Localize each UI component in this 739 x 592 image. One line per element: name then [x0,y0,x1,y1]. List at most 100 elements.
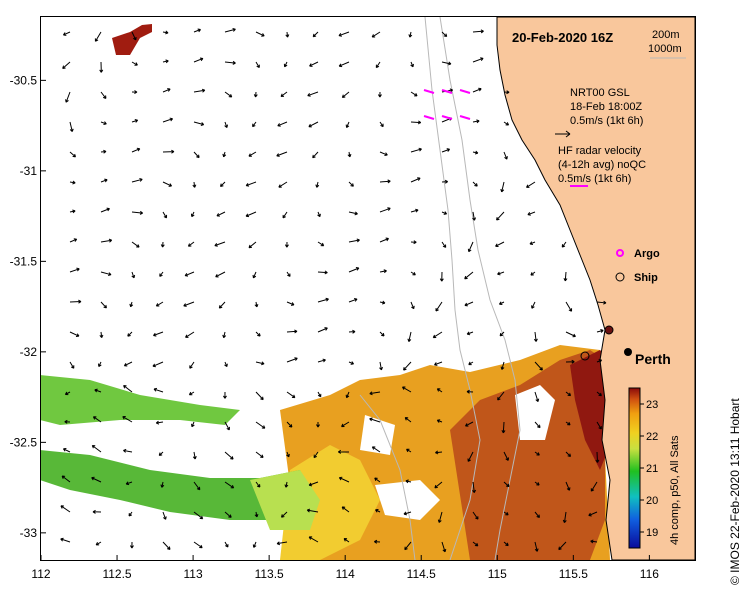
current-arrow [284,481,289,488]
current-arrow [286,271,291,277]
current-arrow [317,270,328,275]
current-arrow [277,121,288,127]
current-arrow [62,61,71,69]
current-arrow [214,241,226,247]
current-arrow [348,361,355,365]
current-arrow [286,391,296,399]
current-arrow [309,61,319,67]
current-arrow [155,420,164,425]
sst-layer [41,24,612,560]
current-arrow [503,541,509,547]
current-arrow [558,541,567,551]
current-arrow [254,511,259,518]
current-arrow [375,61,381,69]
current-arrow [410,61,414,68]
current-arrow [162,149,175,154]
current-arrow [432,331,443,339]
current-arrow [565,301,573,312]
current-arrow [436,419,443,423]
current-arrow [255,361,265,366]
current-arrow [69,267,80,273]
current-arrow [193,28,201,33]
x-tick-label: 114.5 [407,567,436,581]
current-arrow [222,391,227,399]
current-arrow [565,331,576,338]
current-arrow [341,506,350,513]
colorbar-tick-label: 23 [646,399,658,411]
current-arrow [190,211,195,218]
current-arrow [377,91,382,98]
current-arrow [60,505,71,513]
current-arrow [100,178,108,183]
current-arrow [590,481,598,492]
current-arrow [466,389,474,394]
current-arrow [338,476,350,483]
current-arrow [191,421,195,428]
x-tick-label: 115 [488,567,507,581]
radar-arrow [423,89,435,94]
current-arrow [125,481,133,486]
current-arrow [222,151,227,158]
current-arrow [308,536,319,543]
current-arrow [131,241,140,248]
current-arrow [122,416,133,423]
current-arrow [317,297,329,303]
colorbar-tick-label: 20 [646,495,658,507]
current-arrow [94,31,102,42]
current-arrow [348,329,356,334]
current-arrow [529,241,536,246]
current-arrow [496,211,505,221]
radar-current-arrows [423,89,471,120]
current-arrow [348,211,358,216]
current-arrow [286,451,290,458]
current-arrow [98,361,102,367]
current-arrow [441,211,448,215]
model-legend-title: NRT00 GSL [570,87,630,99]
current-arrow [337,449,350,454]
current-arrow [317,241,325,247]
current-arrow [224,541,229,548]
current-arrow [254,301,259,308]
radar-arrow [423,115,435,120]
current-arrow [245,211,257,218]
current-arrow [129,541,134,549]
current-arrow [534,391,540,402]
current-arrow [379,300,386,305]
current-arrow [472,57,484,63]
current-arrow [435,450,443,455]
current-arrow [282,211,288,219]
current-arrow [595,451,600,463]
current-arrow [404,541,412,551]
current-arrow [224,481,235,489]
current-arrow [403,511,412,516]
current-arrow [218,301,226,309]
current-arrow [224,60,236,65]
y-tick-label: -30.5 [10,73,38,87]
current-arrow [530,271,536,276]
current-arrow [315,181,320,188]
current-arrow [193,541,203,549]
current-arrow [534,511,540,518]
current-arrow [192,181,197,188]
current-arrow [596,329,604,333]
y-tick-label: -32.5 [10,435,38,449]
current-arrow [69,238,78,243]
current-arrow [497,271,505,276]
current-arrow [497,391,505,401]
current-arrow [184,271,195,277]
current-arrow [410,177,421,183]
current-arrow [99,331,104,338]
current-arrow [307,91,319,97]
current-arrow [503,451,509,461]
current-arrow [441,241,447,248]
colorbar-tick-label: 21 [646,463,658,475]
current-arrow [500,361,505,370]
current-arrow [131,61,138,66]
current-arrow [313,451,319,459]
current-arrow [69,361,75,369]
current-arrow [534,361,543,371]
current-arrow [222,331,227,339]
current-arrow [64,391,71,396]
current-arrow [348,267,360,273]
current-arrow [216,211,226,217]
